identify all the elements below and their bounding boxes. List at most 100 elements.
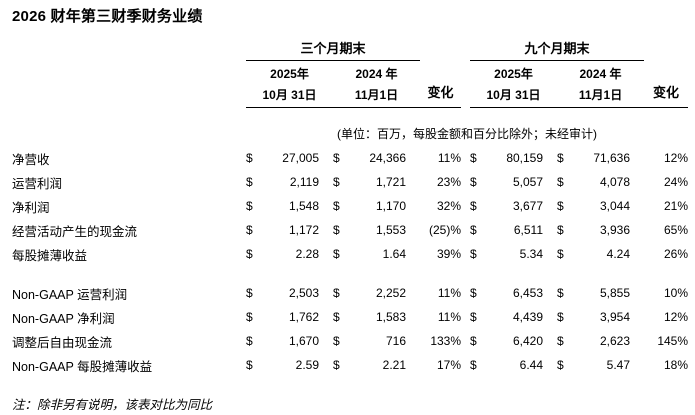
spacer-cell [420, 36, 461, 60]
change-cell: 11% [437, 151, 462, 165]
row-label: 净营收 [12, 152, 50, 167]
currency-symbol: $ [246, 175, 253, 189]
table-row: 运营利润 $2,119 $1,721 23% $5,057 $4,078 24% [10, 170, 688, 194]
value-cell: 5.34 [519, 247, 544, 261]
value-cell: 2,623 [600, 334, 631, 348]
value-cell: 1,762 [288, 310, 319, 324]
currency-symbol: $ [557, 175, 564, 189]
currency-symbol: $ [470, 286, 477, 300]
currency-symbol: $ [246, 247, 253, 261]
value-cell: 2.59 [295, 358, 319, 372]
nine-month-change-header: 变化 [644, 60, 689, 108]
value-cell: 5,057 [512, 175, 544, 189]
value-cell: 3,677 [512, 199, 544, 213]
date-header-row: 10月 31日 11月1日 10月 31日 11月1日 [10, 84, 688, 108]
three-month-year-2025-header: 2025年 [270, 67, 309, 81]
change-cell: 21% [664, 199, 689, 213]
value-cell: 2.28 [295, 247, 319, 261]
table-row: 经营活动产生的现金流 $1,172 $1,553 (25)% $6,511 $3,936 6… [10, 218, 688, 242]
value-cell: 1.64 [382, 247, 407, 261]
nine-month-date-2025-header: 10月 31日 [470, 84, 558, 108]
spacer-cell [461, 353, 470, 377]
change-cell: 23% [436, 175, 462, 189]
spacer-cell [10, 84, 246, 107]
value-cell: 24,366 [369, 151, 407, 165]
change-cell: 12% [664, 151, 689, 165]
three-month-change-header: 变化 [420, 60, 462, 108]
table-body: 净营收 $27,005 $24,366 11% $80,159 $71,636 12% 运营利… [10, 146, 688, 377]
spacer-cell [461, 170, 470, 194]
currency-symbol: $ [333, 175, 340, 189]
change-cell: 18% [664, 358, 689, 372]
value-cell: 4.24 [606, 247, 631, 261]
currency-symbol: $ [470, 334, 477, 348]
value-cell: 1,670 [288, 334, 319, 348]
value-cell: 2,503 [288, 286, 319, 300]
currency-symbol: $ [246, 151, 253, 165]
three-month-date-2024-header: 11月1日 [333, 84, 421, 108]
currency-symbol: $ [557, 358, 564, 372]
unit-note: (单位：百万，每股金额和百分比除外；未经审计) [337, 127, 598, 141]
nine-month-year-2025-header: 2025年 [494, 67, 533, 81]
currency-symbol: $ [246, 199, 253, 213]
row-label: 经营活动产生的现金流 [12, 224, 138, 239]
currency-symbol: $ [557, 247, 564, 261]
value-cell: 27,005 [282, 151, 319, 165]
table-row: 调整后自由现金流 $1,670 $716 133% $6,420 $2,623 145% [10, 329, 688, 353]
value-cell: 3,936 [600, 223, 631, 237]
nine-month-year-2024-header: 2024 年 [579, 67, 622, 81]
value-cell: 4,439 [512, 310, 544, 324]
spacer-cell [461, 329, 470, 353]
currency-symbol: $ [333, 286, 340, 300]
value-cell: 5.47 [606, 358, 631, 372]
currency-symbol: $ [333, 334, 340, 348]
currency-symbol: $ [333, 223, 340, 237]
change-cell: 24% [664, 175, 689, 189]
currency-symbol: $ [557, 151, 564, 165]
nine-month-date-2024-header: 11月1日 [557, 84, 645, 108]
nine-month-group-header: 九个月期末 [470, 36, 645, 61]
change-cell: 11% [437, 310, 462, 324]
currency-symbol: $ [246, 334, 253, 348]
spacer-cell [461, 146, 470, 170]
value-cell: 716 [385, 334, 407, 348]
currency-symbol: $ [246, 286, 253, 300]
currency-symbol: $ [557, 286, 564, 300]
table-row: 每股摊薄收益 $2.28 $1.64 39% $5.34 $4.24 26% [10, 242, 688, 266]
value-cell: 1,170 [375, 199, 407, 213]
currency-symbol: $ [246, 223, 253, 237]
change-cell: 39% [436, 247, 462, 261]
year-header-row: 2025年 2024 年 变化 2025年 2024 年 变化 [10, 60, 689, 108]
spacer-cell [461, 242, 470, 266]
value-cell: 1,548 [288, 199, 319, 213]
currency-symbol: $ [557, 223, 564, 237]
currency-symbol: $ [333, 151, 340, 165]
spacer-cell [461, 194, 470, 218]
spacer-cell [10, 36, 246, 60]
spacer-cell [10, 60, 246, 84]
currency-symbol: $ [333, 199, 340, 213]
currency-symbol: $ [333, 358, 340, 372]
value-cell: 4,078 [600, 175, 631, 189]
value-cell: 1,172 [288, 223, 319, 237]
row-label: Non-GAAP 运营利润 [12, 287, 128, 302]
currency-symbol: $ [333, 247, 340, 261]
table-row: Non-GAAP 每股摊薄收益 $2.59 $2.21 17% $6.44 $5.47 18… [10, 353, 688, 377]
spacer-cell [461, 60, 470, 107]
value-cell: 3,954 [600, 310, 631, 324]
change-cell: 12% [664, 310, 689, 324]
period-group-header-row: 三个月期末 九个月期末 [10, 36, 688, 61]
currency-symbol: $ [246, 358, 253, 372]
value-cell: 6,420 [512, 334, 544, 348]
currency-symbol: $ [470, 223, 477, 237]
currency-symbol: $ [470, 175, 477, 189]
value-cell: 2,119 [289, 175, 319, 189]
three-month-year-2024-header: 2024 年 [355, 67, 398, 81]
change-cell: 11% [437, 286, 462, 300]
value-cell: 1,583 [375, 310, 407, 324]
value-cell: 3,044 [600, 199, 631, 213]
spacer-cell [461, 36, 470, 60]
table-row: 净营收 $27,005 $24,366 11% $80,159 $71,636 12% [10, 146, 688, 170]
row-label: 每股摊薄收益 [12, 248, 88, 263]
row-label: 调整后自由现金流 [12, 335, 113, 350]
